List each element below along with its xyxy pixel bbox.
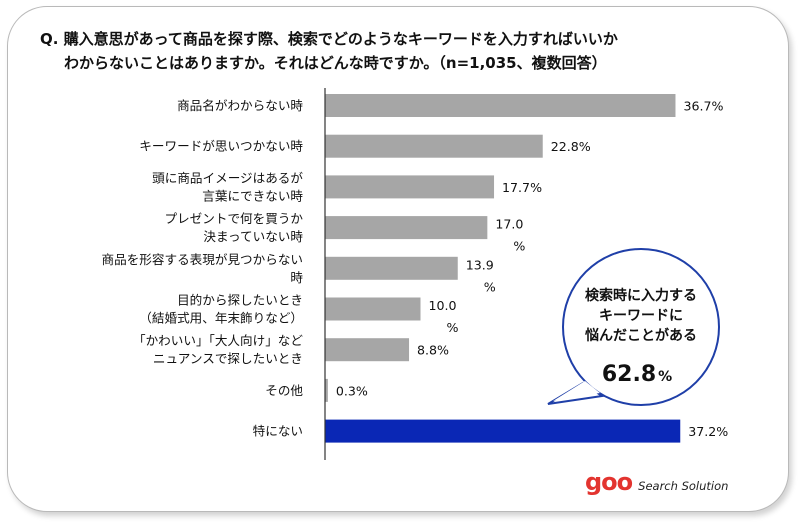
value-label-line: % <box>513 239 525 254</box>
category-label-line: 目的から探したいとき <box>177 293 303 308</box>
value-label-1: 22.8% <box>551 139 591 154</box>
category-label-6: 「かわいい」「大人向け」などニュアンスで探したいとき <box>133 333 303 366</box>
category-label-2: 頭に商品イメージはあるが言葉にできない時 <box>152 170 303 203</box>
category-label-4: 商品を形容する表現が見つからない時 <box>102 252 304 285</box>
category-label-line: 商品を形容する表現が見つからない <box>102 252 304 267</box>
value-label-line: 8.8% <box>417 343 449 358</box>
category-label-line: キーワードが思いつかない時 <box>139 139 303 154</box>
category-label-line: （結婚式用、年末飾りなど） <box>139 311 303 326</box>
callout-line-2: 悩んだことがある <box>585 327 697 344</box>
category-label-1: キーワードが思いつかない時 <box>139 139 303 154</box>
category-label-8: 特にない <box>253 424 303 439</box>
callout-value: 62.8% <box>602 362 672 387</box>
bars-layer: 商品名がわからない時 36.7% キーワードが思いつかない時 22.8% 頭に商品イメー… <box>102 94 728 443</box>
category-label-3: プレゼントで何を買うか決まっていない時 <box>164 211 303 244</box>
goo-logo: goo <box>585 468 633 496</box>
value-label-line: 0.3% <box>336 383 368 398</box>
bar-5 <box>325 297 421 321</box>
bar-1 <box>325 134 543 158</box>
value-label-line: 17.0 <box>495 217 523 232</box>
value-label-3: 17.0% <box>495 217 525 254</box>
value-label-line: % <box>484 279 496 294</box>
callout-line-0: 検索時に入力する <box>585 287 697 304</box>
brand-logo: goo Search Solution <box>585 468 728 496</box>
bar-6 <box>325 338 410 362</box>
bar-0 <box>325 94 676 117</box>
callout-unit: % <box>658 369 672 385</box>
value-label-line: 13.9 <box>466 257 494 272</box>
category-label-line: 商品名がわからない時 <box>177 98 303 113</box>
callout-circle <box>562 248 720 406</box>
callout-number: 62.8 <box>602 362 656 387</box>
bar-3 <box>325 216 488 240</box>
value-label-line: 37.2% <box>688 424 728 439</box>
category-label-line: ニュアンスで探したいとき <box>153 351 303 366</box>
category-label-line: 決まっていない時 <box>203 229 303 244</box>
value-label-line: 10.0 <box>429 298 457 313</box>
value-label-0: 36.7% <box>683 99 723 114</box>
callout-line-1: キーワードに <box>599 308 683 324</box>
bar-2 <box>325 175 495 199</box>
category-label-0: 商品名がわからない時 <box>177 98 303 113</box>
category-label-5: 目的から探したいとき （結婚式用、年末飾りなど） <box>139 293 303 326</box>
category-label-line: 時 <box>290 270 303 285</box>
value-label-8: 37.2% <box>688 424 728 439</box>
bar-7 <box>325 378 328 402</box>
value-label-2: 17.7% <box>502 180 542 195</box>
category-label-line: 特にない <box>253 424 303 439</box>
value-label-line: % <box>447 320 459 335</box>
value-label-line: 22.8% <box>551 139 591 154</box>
category-label-line: その他 <box>265 383 303 398</box>
value-label-5: 10.0% <box>429 298 459 335</box>
value-label-line: 36.7% <box>683 99 723 114</box>
category-label-7: その他 <box>265 383 303 398</box>
category-label-line: 頭に商品イメージはあるが <box>152 170 303 185</box>
value-label-4: 13.9% <box>466 257 496 294</box>
category-label-line: 「かわいい」「大人向け」など <box>133 333 303 348</box>
title-line-1: Q. 購入意思があって商品を探す際、検索でどのようなキーワードを入力すればいいか <box>40 30 618 48</box>
category-label-line: プレゼントで何を買うか <box>164 211 303 226</box>
value-label-7: 0.3% <box>336 383 368 398</box>
title-line-2: わからないことはありますか。それはどんな時ですか。（n=1,035、複数回答） <box>64 54 607 72</box>
callout-tail-fill <box>553 381 600 401</box>
bar-4 <box>325 256 458 280</box>
category-label-line: 言葉にできない時 <box>202 188 303 203</box>
chart-title: Q. 購入意思があって商品を探す際、検索でどのようなキーワードを入力すればいいか… <box>40 27 704 75</box>
brand-tagline: Search Solution <box>638 479 729 493</box>
value-label-6: 8.8% <box>417 343 449 358</box>
value-label-line: 17.7% <box>502 180 542 195</box>
bar-8 <box>325 419 681 443</box>
